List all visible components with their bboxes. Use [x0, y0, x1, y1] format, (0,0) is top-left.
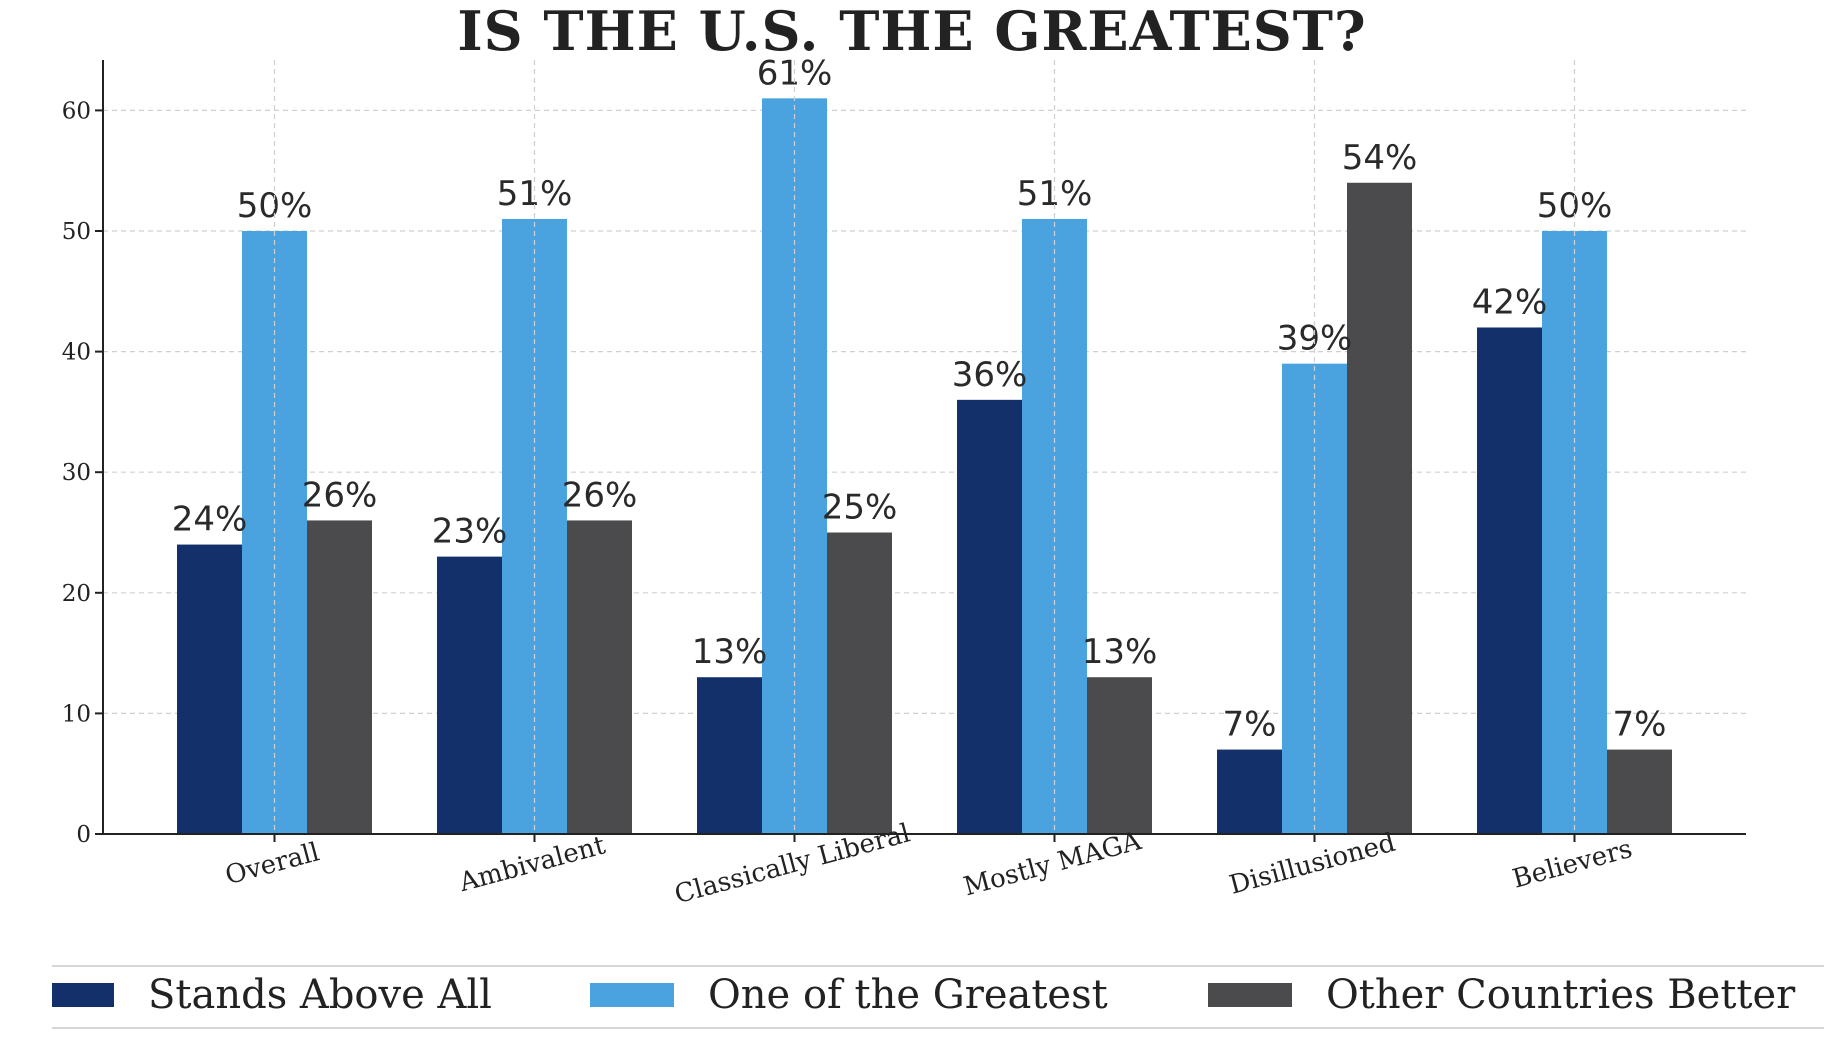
y-tick-label: 20 — [62, 581, 91, 607]
bar-other-countries-better-classically-liberal — [827, 532, 892, 834]
bar-stands-above-all-ambivalent — [437, 556, 502, 834]
bar-other-countries-better-believers — [1607, 749, 1672, 834]
data-label: 13% — [692, 632, 768, 672]
bar-one-of-the-greatest-mostly-maga — [1022, 218, 1087, 834]
x-tick-label-disillusioned: Disillusioned — [1226, 828, 1398, 901]
bars — [177, 98, 1672, 835]
data-label: 23% — [432, 512, 508, 552]
bar-stands-above-all-classically-liberal — [697, 677, 762, 834]
y-tick-labels: 0 10 20 30 40 50 60 — [62, 98, 103, 848]
bar-stands-above-all-disillusioned — [1217, 749, 1282, 834]
y-tick-label: 50 — [62, 219, 91, 245]
bar-other-countries-better-overall — [307, 520, 372, 834]
bar-one-of-the-greatest-ambivalent — [502, 218, 567, 834]
axes — [102, 60, 1746, 835]
legend: Stands Above All One of the Greatest Other… — [52, 965, 1824, 1029]
x-tick-label-believers: Believers — [1509, 834, 1635, 895]
legend-label-one-of-the-greatest: One of the Greatest — [708, 972, 1108, 1018]
legend-swatch-stands-above-all — [52, 983, 114, 1007]
data-label: 13% — [1082, 632, 1158, 672]
bar-other-countries-better-ambivalent — [567, 520, 632, 834]
bar-other-countries-better-disillusioned — [1347, 182, 1412, 834]
legend-label-stands-above-all: Stands Above All — [148, 972, 492, 1018]
y-tick-label: 0 — [76, 822, 91, 848]
data-label: 26% — [302, 475, 378, 515]
x-tick-label-ambivalent: Ambivalent — [455, 830, 609, 898]
data-label: 7% — [1223, 705, 1277, 745]
legend-label-other-countries-better: Other Countries Better — [1326, 972, 1796, 1018]
y-tick-label: 40 — [62, 340, 91, 366]
data-label: 26% — [562, 475, 638, 515]
bar-other-countries-better-mostly-maga — [1087, 677, 1152, 834]
legend-swatch-one-of-the-greatest — [590, 983, 674, 1007]
data-label: 24% — [172, 500, 248, 540]
bar-stands-above-all-overall — [177, 544, 242, 834]
chart-title: IS THE U.S. THE GREATEST? — [457, 0, 1366, 63]
data-labels: 24%50%26%23%51%26%13%61%25%36%51%13%7%39… — [172, 53, 1667, 834]
x-tick-labels: Overall Ambivalent Classically Liberal Most… — [222, 818, 1635, 910]
bar-stands-above-all-believers — [1477, 327, 1542, 834]
gridlines — [103, 109, 1746, 715]
data-label: 7% — [1613, 705, 1667, 745]
x-tick-label-overall: Overall — [222, 837, 322, 891]
y-tick-label: 60 — [62, 98, 91, 124]
y-tick-label: 10 — [62, 701, 91, 727]
data-label: 25% — [822, 488, 898, 528]
data-label: 54% — [1342, 138, 1418, 178]
legend-swatch-other-countries-better — [1208, 983, 1292, 1007]
data-label: 42% — [1472, 282, 1548, 322]
x-tick-label-mostly-maga: Mostly MAGA — [961, 826, 1146, 902]
y-tick-label: 30 — [62, 460, 91, 486]
bar-stands-above-all-mostly-maga — [957, 399, 1022, 834]
data-label: 36% — [952, 355, 1028, 395]
